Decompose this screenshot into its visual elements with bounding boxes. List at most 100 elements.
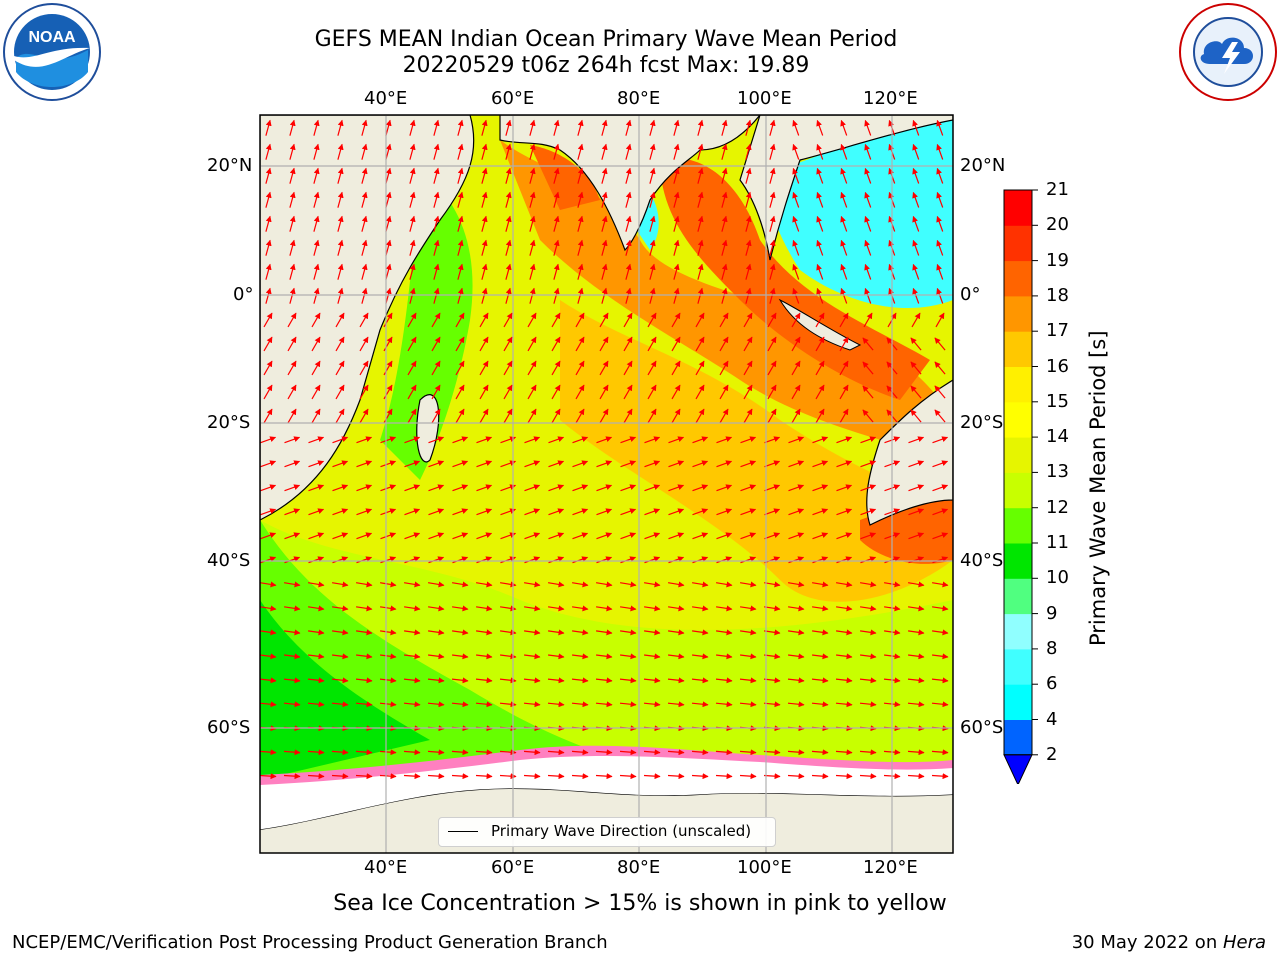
wave-arrow	[934, 337, 946, 351]
wave-arrow	[307, 749, 325, 756]
wave-arrow	[910, 337, 922, 351]
wave-arrow	[337, 167, 344, 184]
wave-arrow	[740, 508, 757, 516]
wave-arrow	[816, 167, 824, 184]
wave-arrow	[596, 581, 613, 588]
wave-arrow	[721, 287, 728, 304]
wave-arrow	[451, 749, 469, 756]
wave-arrow	[284, 581, 301, 588]
wave-arrow	[671, 312, 681, 328]
wave-arrow	[692, 629, 709, 636]
wave-arrow	[815, 384, 825, 400]
lat-label-left: 40°S	[207, 550, 251, 571]
wave-arrow	[308, 653, 325, 660]
wave-arrow	[643, 677, 661, 684]
colorbar-segment	[1004, 719, 1032, 756]
wave-arrow	[577, 191, 584, 208]
wave-arrow	[404, 532, 421, 540]
wave-arrow	[428, 532, 445, 540]
wave-arrow	[644, 508, 661, 516]
wave-arrow	[649, 119, 656, 136]
wave-arrow	[936, 263, 944, 280]
wave-arrow	[433, 191, 440, 208]
wave-arrow	[331, 677, 349, 684]
wave-arrow	[792, 119, 800, 136]
wave-arrow	[361, 143, 368, 160]
wave-arrow	[451, 773, 469, 780]
wave-arrow	[936, 119, 944, 136]
wave-arrow	[452, 436, 469, 444]
wave-arrow	[601, 239, 608, 256]
field-zone-8s-scs	[760, 120, 953, 309]
wave-arrow	[763, 677, 781, 684]
wave-arrow	[428, 653, 445, 660]
wave-arrow	[910, 409, 922, 423]
wave-arrow	[572, 629, 589, 636]
wave-arrow	[527, 360, 537, 376]
wave-arrow	[527, 384, 537, 400]
wave-arrow	[864, 119, 872, 136]
field-zone-16s	[560, 300, 953, 602]
colorbar-tick-label: 21	[1046, 179, 1069, 200]
wave-arrow	[311, 336, 321, 352]
sea-ice-note: Sea Ice Concentration > 15% is shown in …	[333, 891, 947, 916]
wave-arrow	[355, 677, 373, 684]
wave-arrow	[476, 484, 493, 492]
colorbar-segment	[1004, 543, 1032, 579]
colorbar-tick-label: 4	[1046, 708, 1058, 730]
chart-title: GEFS MEAN Indian Ocean Primary Wave Mean…	[314, 27, 898, 52]
colorbar-tick-label: 18	[1046, 284, 1069, 306]
wave-arrow	[816, 215, 824, 232]
wave-arrow	[740, 629, 757, 636]
lat-label-right: 0°	[960, 284, 981, 305]
wave-arrow	[601, 143, 608, 160]
wave-arrow	[404, 460, 421, 468]
wave-arrow	[452, 605, 469, 612]
wave-arrow	[575, 336, 585, 352]
wave-arrow	[836, 532, 853, 540]
wave-arrow	[667, 749, 685, 756]
wave-arrow	[840, 143, 848, 160]
wave-arrow	[332, 508, 349, 516]
wave-arrow	[331, 701, 349, 708]
wave-arrow	[361, 215, 368, 232]
wave-arrow	[428, 484, 445, 492]
wave-arrow	[551, 360, 561, 376]
wave-arrow	[769, 143, 776, 160]
wave-arrow	[524, 460, 541, 468]
wave-arrow	[407, 312, 417, 328]
wave-arrow	[505, 119, 512, 136]
wave-arrow	[451, 677, 469, 684]
wave-arrow	[812, 605, 829, 612]
wave-arrow	[427, 701, 445, 708]
wave-arrow	[816, 143, 824, 160]
wave-arrow	[743, 336, 753, 352]
wave-arrow	[625, 191, 632, 208]
wave-arrow	[932, 460, 949, 468]
wave-arrow	[864, 263, 872, 280]
wave-arrow	[503, 336, 513, 352]
wave-arrow	[692, 508, 709, 516]
wave-arrow	[313, 119, 320, 136]
wave-arrow	[260, 556, 277, 564]
wave-arrow	[644, 581, 661, 588]
wave-arrow	[553, 191, 560, 208]
wave-arrow	[668, 653, 685, 660]
wave-arrow	[457, 143, 464, 160]
wave-arrow	[571, 701, 589, 708]
wave-arrow	[308, 484, 325, 492]
wave-arrow	[332, 436, 349, 444]
wave-arrow	[907, 749, 925, 756]
wave-arrow	[547, 677, 565, 684]
wave-arrow	[451, 701, 469, 708]
wave-arrow	[379, 773, 397, 780]
wave-arrow	[859, 749, 877, 756]
wave-arrow	[383, 312, 393, 328]
wave-arrow	[792, 167, 800, 184]
wave-arrow	[331, 749, 349, 756]
wave-arrow	[836, 436, 853, 444]
wave-arrow	[407, 408, 417, 424]
wave-arrow	[839, 408, 849, 424]
wave-arrow	[404, 629, 421, 636]
wave-arrow	[791, 360, 801, 376]
